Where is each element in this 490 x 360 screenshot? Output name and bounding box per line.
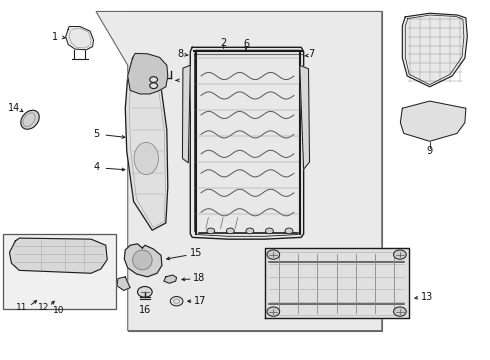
Text: 18: 18 [193,273,205,283]
Text: 8: 8 [177,49,184,59]
Circle shape [150,77,158,82]
Circle shape [267,250,280,259]
Circle shape [207,228,215,234]
Circle shape [226,228,234,234]
Polygon shape [190,47,304,239]
Polygon shape [400,101,466,141]
Text: 10: 10 [52,306,64,315]
Text: 16: 16 [139,305,151,315]
Polygon shape [300,65,310,169]
Ellipse shape [134,142,159,175]
Circle shape [246,228,254,234]
Circle shape [266,228,273,234]
Text: 13: 13 [420,292,433,302]
Polygon shape [164,275,176,283]
Circle shape [285,228,293,234]
Text: 7: 7 [308,49,314,59]
Ellipse shape [133,250,152,270]
Text: 2: 2 [220,38,226,48]
Circle shape [150,83,158,89]
Text: 17: 17 [194,296,206,306]
Text: 6: 6 [243,40,249,49]
Polygon shape [96,12,382,330]
Bar [128,12,382,330]
Polygon shape [66,27,94,50]
Polygon shape [402,13,467,87]
Text: 15: 15 [190,248,202,258]
Circle shape [267,307,280,316]
Text: 3: 3 [182,75,189,85]
Text: 1: 1 [52,32,58,42]
Circle shape [393,307,406,316]
Text: 9: 9 [427,146,433,156]
Bar [3,234,116,309]
Polygon shape [125,54,168,230]
Polygon shape [128,53,168,94]
Polygon shape [124,244,162,277]
Text: 4: 4 [94,162,99,172]
Circle shape [138,287,152,297]
Text: 14: 14 [8,103,21,113]
Polygon shape [182,65,190,163]
Circle shape [393,250,406,259]
Circle shape [170,297,183,306]
Text: 11: 11 [16,303,27,312]
Polygon shape [265,248,409,318]
Text: 5: 5 [93,129,99,139]
Polygon shape [9,238,107,273]
Ellipse shape [21,110,39,129]
Polygon shape [117,277,130,291]
Text: 12: 12 [38,303,49,312]
